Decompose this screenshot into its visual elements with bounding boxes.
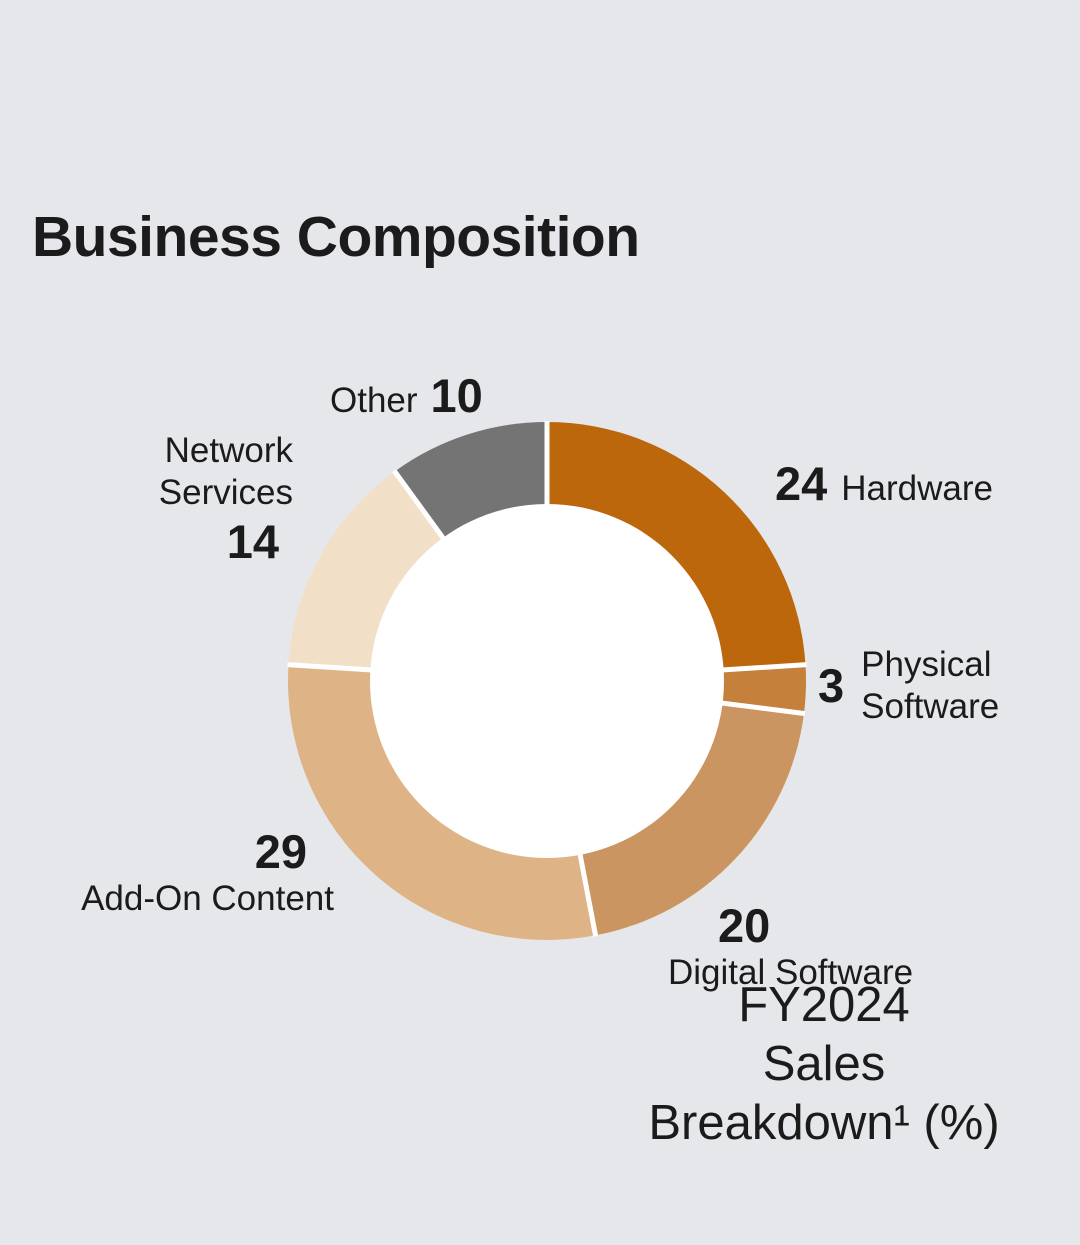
donut-chart: FY2024 Sales Breakdown¹ (%) [277,411,1000,1150]
callout-hardware: 24 Hardware [775,458,993,510]
donut-hole [370,504,724,858]
other-label: Other [330,381,418,420]
physical-software-value: 3 [818,659,845,712]
network-services-value: 14 [226,515,279,568]
add-on-content-label: Add-On Content [81,879,334,918]
hardware-label: Hardware [841,469,994,508]
callout-network-services: Network Services 14 [99,430,293,568]
center-label-line-3: Breakdown¹ (%) [648,1096,1000,1150]
network-services-label: Network Services [158,431,293,512]
donut-center-label: FY2024 Sales Breakdown¹ (%) [644,976,1004,1153]
add-on-content-value: 29 [254,825,307,878]
other-value: 10 [430,369,483,422]
center-label-line-1: FY2024 [738,978,910,1032]
donut-svg [287,421,807,940]
center-label-line-2: Sales [762,1037,886,1091]
callout-digital-software: 20 Digital Software [668,900,913,994]
callout-physical-software: 3 Physical Software [818,644,1036,728]
digital-software-value: 20 [718,899,771,952]
callout-other: Other 10 [330,370,483,422]
page-title: Business Composition [32,205,640,269]
hardware-value: 24 [775,457,828,510]
digital-software-label: Digital Software [668,953,914,992]
callout-add-on-content: 29 Add-On Content [40,826,334,920]
physical-software-label: Physical Software [861,645,1000,726]
